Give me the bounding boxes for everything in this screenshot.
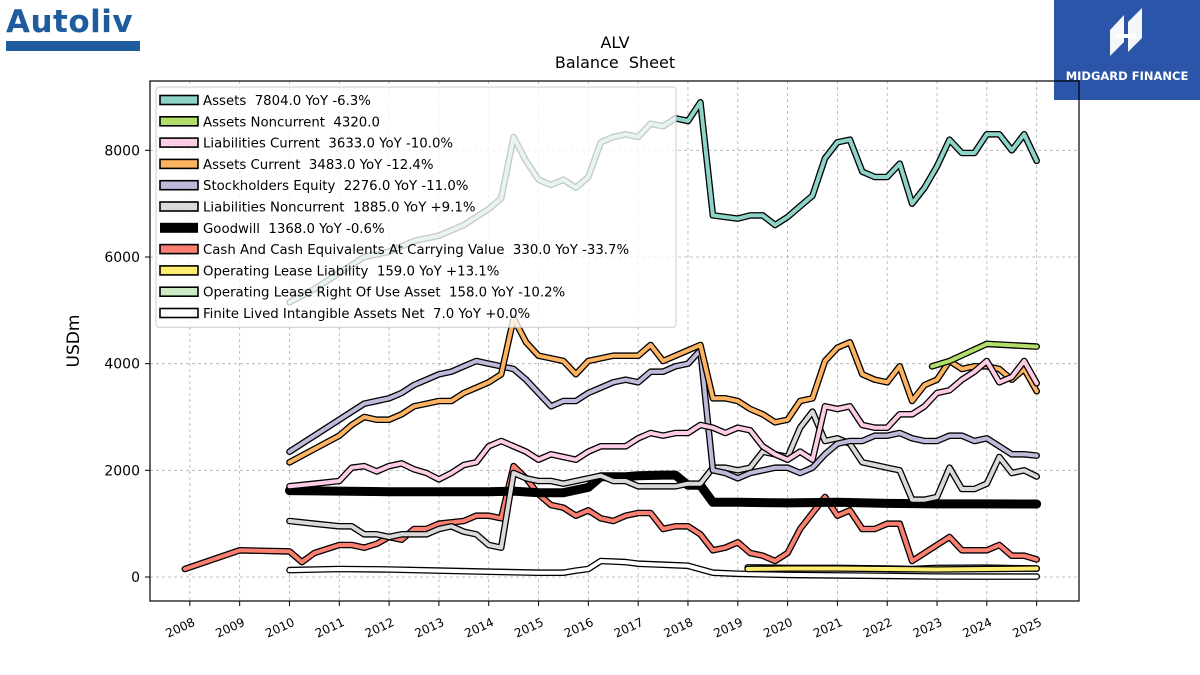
legend-item: Operating Lease Liability 159.0 YoY +13.… [159,264,499,279]
legend-item: Stockholders Equity 2276.0 YoY -11.0% [159,179,468,194]
x-tick-label: 2021 [811,615,845,641]
legend-swatch [159,158,199,170]
plot-frame [149,80,1080,602]
legend-label: Operating Lease Liability 159.0 YoY +13.… [203,264,499,279]
legend-label: Finite Lived Intangible Assets Net 7.0 Y… [203,307,530,322]
series-line [745,566,1039,572]
legend-box [155,86,677,328]
legend-item: Assets Current 3483.0 YoY -12.4% [159,158,434,173]
legend-item: Liabilities Noncurrent 1885.0 YoY +9.1% [159,201,475,216]
x-tick-label: 2019 [711,615,745,641]
legend-item: Assets 7804.0 YoY -6.3% [159,94,371,109]
series-lines [181,99,1042,580]
chart-subtitle: Balance Sheet [555,53,675,72]
legend-label: Assets Current 3483.0 YoY -12.4% [203,158,434,173]
legend-swatch [159,286,199,298]
y-tick-label: 4000 [104,357,140,373]
y-axis-label: USDm [64,315,84,368]
series-finite-lived-intangible-assets-net [286,557,1040,580]
series-line [287,316,1039,465]
series-line [287,409,1039,550]
legend-item: Operating Lease Right Of Use Asset 158.0… [159,286,565,301]
chart-title: ALV [600,33,629,52]
series-assets-current [286,315,1040,466]
x-tick-label: 2013 [413,615,447,641]
autoliv-logo: Autoliv [6,4,146,54]
x-tick-label: 2025 [1010,615,1044,641]
series-liabilities-current [286,357,1040,490]
series-assets-noncurrent [928,340,1040,370]
x-tick-label: 2009 [213,615,247,641]
legend-label: Cash And Cash Equivalents At Carrying Va… [203,243,629,258]
legend-item: Goodwill 1368.0 YoY -0.6% [160,222,385,237]
x-tick-label: 2008 [164,615,198,641]
legend-item: Cash And Cash Equivalents At Carrying Va… [159,243,629,258]
x-tick-label: 2010 [263,615,297,641]
series-line [285,470,1042,509]
x-tick-label: 2011 [313,615,347,641]
y-tick-label: 2000 [104,463,140,479]
legend-swatch [160,222,198,233]
series-operating-lease-liability [744,565,1040,573]
autoliv-logo-bar [6,41,140,51]
autoliv-logo-text: Autoliv [6,4,134,40]
legend-swatch [159,243,199,255]
series-line [287,348,1039,481]
series-line [287,359,1039,489]
legend-label: Stockholders Equity 2276.0 YoY -11.0% [203,179,468,194]
legend: Assets 7804.0 YoY -6.3% Assets Noncurrent… [155,86,677,328]
legend-swatch [159,201,199,212]
y-tick-label: 8000 [104,143,140,159]
legend-label: Liabilities Noncurrent 1885.0 YoY +9.1% [203,201,475,216]
x-tick-label: 2022 [861,615,895,641]
midgard-finance-name: MIDGARD FINANCE [1065,69,1189,83]
x-tick-label: 2023 [911,615,945,641]
legend-swatch [159,179,199,191]
legend-item: Finite Lived Intangible Assets Net 7.0 Y… [159,307,530,322]
y-tick-label: 6000 [104,250,140,266]
series-liabilities-noncurrent [286,408,1040,551]
x-tick-label: 2024 [961,615,995,641]
x-tick-label: 2016 [562,615,596,641]
legend-swatch [159,307,199,319]
y-tick-label: 0 [131,570,140,586]
x-tick-label: 2012 [363,615,397,641]
legend-item: Assets Noncurrent 4320.0 [159,115,380,130]
series-line [182,464,1039,571]
x-tick-label: 2014 [462,615,496,641]
x-tick-label: 2018 [662,615,696,641]
x-tick-label: 2020 [761,615,795,641]
series-line [930,341,1039,369]
series-stockholders-equity [286,347,1040,482]
legend-item: Liabilities Current 3633.0 YoY -10.0% [159,137,453,152]
midgard-finance-logo: MIDGARD FINANCE [1054,0,1200,100]
legend-swatch [159,116,199,127]
series-line [287,559,1039,579]
legend-label: Goodwill 1368.0 YoY -0.6% [203,222,385,237]
series-cash-and-cash-equivalents-at-carrying-value [181,462,1040,573]
legend-label: Assets 7804.0 YoY -6.3% [203,94,371,109]
legend-swatch [159,94,199,106]
legend-label: Liabilities Current 3633.0 YoY -10.0% [203,137,453,152]
legend-swatch [159,265,199,276]
series-outline [286,357,1040,490]
legend-swatch [159,137,199,148]
x-tick-label: 2017 [612,615,646,641]
midgard-mark-icon [1110,8,1142,56]
legend-label: Assets Noncurrent 4320.0 [203,115,380,130]
x-tick-label: 2015 [512,615,546,641]
legend-label: Operating Lease Right Of Use Asset 158.0… [203,286,565,301]
series-goodwill [285,470,1042,509]
